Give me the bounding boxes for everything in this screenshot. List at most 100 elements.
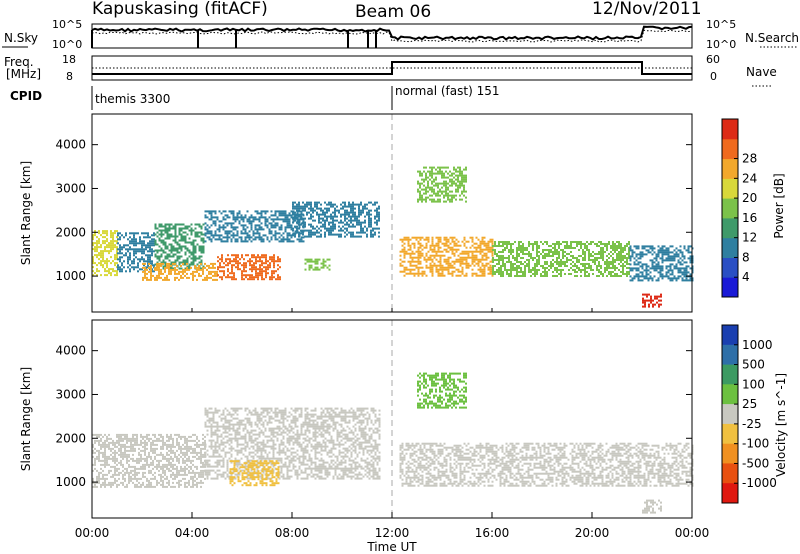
power-cell xyxy=(149,256,151,259)
power-cell xyxy=(235,262,237,265)
power-cell xyxy=(110,244,112,247)
velocity-cell xyxy=(152,449,154,452)
power-cell xyxy=(249,262,251,265)
power-cell xyxy=(453,242,456,245)
power-cell xyxy=(368,221,370,224)
power-cell xyxy=(160,261,163,264)
power-cell xyxy=(447,198,449,201)
velocity-cell xyxy=(134,459,136,462)
power-cell xyxy=(129,270,131,273)
power-cell xyxy=(246,236,249,239)
power-cell xyxy=(188,249,191,252)
power-cell xyxy=(463,178,465,181)
power-cell xyxy=(312,219,314,222)
power-cell xyxy=(257,276,259,279)
power-cell xyxy=(477,244,480,247)
power-cell xyxy=(443,180,445,183)
velocity-cell xyxy=(102,455,104,458)
power-cell xyxy=(254,236,257,239)
velocity-cell xyxy=(220,475,223,478)
power-cell xyxy=(168,268,170,271)
power-cell xyxy=(225,276,227,279)
velocity-cell xyxy=(218,445,221,448)
velocity-cell xyxy=(188,469,190,472)
power-cell xyxy=(425,166,427,169)
power-cell xyxy=(661,269,664,272)
power-cell xyxy=(441,174,443,177)
power-cell xyxy=(425,246,428,249)
power-cell xyxy=(556,263,558,265)
power-cell xyxy=(370,233,372,236)
power-cell xyxy=(461,252,464,255)
power-cell xyxy=(164,227,167,230)
power-cell xyxy=(141,244,143,247)
power-cell xyxy=(437,192,439,195)
velocity-cell xyxy=(164,455,166,458)
power-cell xyxy=(421,196,423,199)
velocity-cell xyxy=(168,469,170,472)
power-cell xyxy=(125,234,127,237)
power-cell xyxy=(536,259,538,261)
power-cell xyxy=(481,254,484,257)
power-cell xyxy=(188,237,191,240)
power-cell xyxy=(574,271,576,273)
velocity-cell xyxy=(204,439,206,442)
velocity-cell xyxy=(96,433,98,436)
velocity-cell xyxy=(148,469,150,472)
nave-label: Nave xyxy=(746,65,777,79)
velocity-cell xyxy=(112,439,114,442)
velocity-cell xyxy=(104,441,106,444)
power-cell xyxy=(496,253,498,255)
velocity-cell xyxy=(120,455,122,458)
power-cell xyxy=(631,267,634,270)
power-cell xyxy=(403,238,406,241)
power-cell xyxy=(192,278,194,281)
velocity-cell xyxy=(120,449,122,452)
power-cell xyxy=(186,268,188,271)
power-cell xyxy=(296,221,298,224)
power-cell xyxy=(102,266,104,269)
power-cell xyxy=(204,226,207,229)
power-cell xyxy=(544,257,546,259)
power-cell xyxy=(645,253,648,256)
power-cell xyxy=(399,250,402,253)
power-cell xyxy=(184,241,187,244)
power-cell xyxy=(96,274,98,277)
power-cell xyxy=(633,261,636,264)
power-cell xyxy=(530,257,532,259)
power-cell xyxy=(663,245,666,248)
power-cell xyxy=(223,272,225,275)
power-cell xyxy=(340,215,342,218)
power-cell xyxy=(496,259,498,261)
velocity-cell xyxy=(162,443,164,446)
velocity-cell xyxy=(140,465,142,468)
power-cell xyxy=(574,269,576,271)
power-cell xyxy=(628,273,630,275)
power-cell xyxy=(121,248,123,251)
power-cell xyxy=(253,278,255,281)
power-cell xyxy=(457,254,460,257)
power-cell xyxy=(687,279,690,282)
power-cell xyxy=(276,218,279,221)
power-cell xyxy=(459,182,461,185)
power-cell xyxy=(441,176,443,179)
power-cell xyxy=(633,251,636,254)
power-cell xyxy=(274,218,277,221)
power-cell xyxy=(117,264,119,267)
power-cell xyxy=(194,239,197,242)
power-cell xyxy=(574,257,576,259)
power-cell xyxy=(445,258,448,261)
velocity-cell xyxy=(216,425,219,428)
power-cell xyxy=(312,233,314,236)
power-cell xyxy=(210,216,213,219)
power-cell xyxy=(465,260,468,263)
power-cell xyxy=(457,268,460,271)
power-cell xyxy=(316,225,318,228)
power-cell xyxy=(244,216,247,219)
power-cell xyxy=(588,273,590,275)
power-cell xyxy=(147,234,149,237)
power-cell xyxy=(137,262,139,265)
power-cell xyxy=(178,243,181,246)
power-cell xyxy=(184,253,187,256)
power-cell xyxy=(258,234,261,237)
